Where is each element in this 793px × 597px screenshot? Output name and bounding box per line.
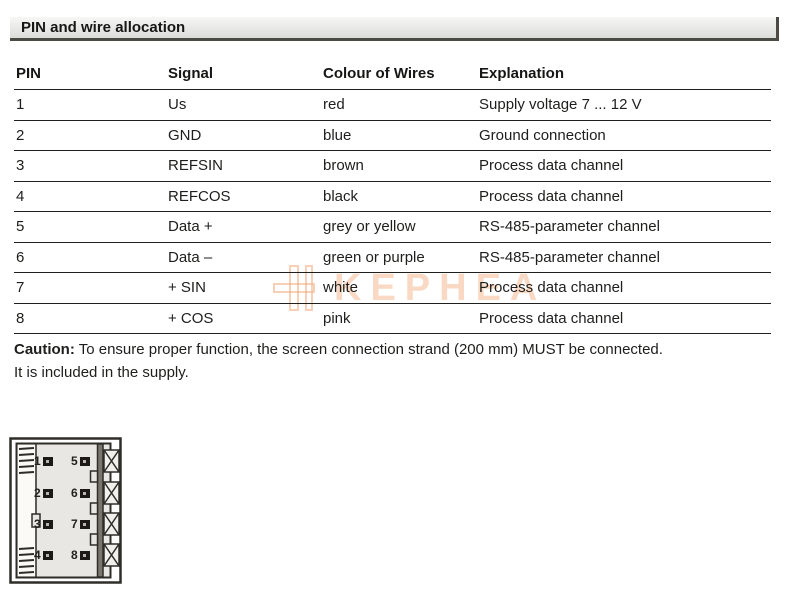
col-header-explanation: Explanation — [479, 65, 565, 82]
pin-number: 8 — [71, 548, 78, 562]
pin-contact-icon — [79, 488, 90, 498]
table-header-row: PIN Signal Colour of Wires Explanation — [14, 58, 771, 90]
col-header-colour: Colour of Wires — [323, 65, 435, 82]
cell-pin: 2 — [16, 126, 25, 144]
cell-signal: Data + — [168, 218, 213, 236]
cell-colour: blue — [323, 126, 352, 144]
connector-frame — [9, 437, 122, 584]
caution-note: Caution: To ensure proper function, the … — [14, 338, 784, 384]
cell-explanation: Process data channel — [479, 279, 624, 297]
table-row: 5 Data + grey or yellow RS-485-parameter… — [14, 212, 771, 243]
cell-signal: Data – — [168, 248, 213, 266]
cell-explanation: Supply voltage 7 ... 12 V — [479, 96, 642, 114]
table-row: 7 + SIN white Process data channel — [14, 273, 771, 304]
caution-line-2: It is included in the supply. — [14, 364, 189, 381]
cell-pin: 1 — [16, 96, 25, 114]
table-row: 3 REFSIN brown Process data channel — [14, 151, 771, 182]
cell-pin: 4 — [16, 187, 25, 205]
cell-colour: grey or yellow — [323, 218, 416, 236]
cell-colour: pink — [323, 309, 351, 327]
cell-explanation: Process data channel — [479, 157, 624, 175]
cell-explanation: RS-485-parameter channel — [479, 218, 660, 236]
connector-pin-7: 7 — [71, 517, 90, 531]
pin-contact-icon — [79, 456, 90, 466]
cell-colour: green or purple — [323, 248, 425, 266]
pin-number: 3 — [34, 517, 41, 531]
pin-allocation-table: PIN Signal Colour of Wires Explanation 1… — [14, 58, 771, 334]
table-row: 8 + COS pink Process data channel — [14, 304, 771, 334]
connector-pin-8: 8 — [71, 548, 90, 562]
cell-colour: brown — [323, 157, 364, 175]
cell-pin: 6 — [16, 248, 25, 266]
pin-contact-icon — [42, 550, 53, 560]
connector-pin-4: 4 — [34, 548, 53, 562]
cell-explanation: Process data channel — [479, 187, 624, 205]
cell-signal: REFCOS — [168, 187, 231, 205]
connector-pin-3: 3 — [34, 517, 53, 531]
cell-explanation: RS-485-parameter channel — [479, 248, 660, 266]
pin-number: 2 — [34, 486, 41, 500]
pin-number: 6 — [71, 486, 78, 500]
connector-pin-5: 5 — [71, 454, 90, 468]
cell-pin: 7 — [16, 279, 25, 297]
cell-pin: 3 — [16, 157, 25, 175]
pin-contact-icon — [79, 519, 90, 529]
cell-colour: black — [323, 187, 359, 205]
section-title-bar: PIN and wire allocation — [10, 17, 779, 41]
table-row: 1 Us red Supply voltage 7 ... 12 V — [14, 90, 771, 121]
table-row: 4 REFCOS black Process data channel — [14, 182, 771, 212]
table-row: 2 GND blue Ground connection — [14, 121, 771, 151]
connector-diagram: 1 2 3 4 5 6 7 8 — [8, 436, 123, 586]
cell-signal: + COS — [168, 309, 214, 327]
pin-number: 7 — [71, 517, 78, 531]
connector-pin-1: 1 — [34, 454, 53, 468]
pin-contact-icon — [79, 550, 90, 560]
page-title: PIN and wire allocation — [21, 19, 186, 36]
cell-signal: Us — [168, 96, 187, 114]
cell-pin: 8 — [16, 309, 25, 327]
cell-colour: red — [323, 96, 345, 114]
pin-number: 5 — [71, 454, 78, 468]
connector-pin-6: 6 — [71, 486, 90, 500]
col-header-pin: PIN — [16, 65, 42, 82]
caution-text-1: To ensure proper function, the screen co… — [74, 341, 663, 358]
table-row: 6 Data – green or purple RS-485-paramete… — [14, 243, 771, 273]
caution-label: Caution: — [14, 341, 75, 358]
col-header-signal: Signal — [168, 65, 214, 82]
pin-number: 1 — [34, 454, 41, 468]
cell-pin: 5 — [16, 218, 25, 236]
cell-explanation: Process data channel — [479, 309, 624, 327]
connector-pin-2: 2 — [34, 486, 53, 500]
cell-explanation: Ground connection — [479, 126, 606, 144]
pin-contact-icon — [42, 488, 53, 498]
cell-colour: white — [323, 279, 359, 297]
pin-contact-icon — [42, 519, 53, 529]
cell-signal: + SIN — [168, 279, 206, 297]
pin-number: 4 — [34, 548, 41, 562]
cell-signal: GND — [168, 126, 202, 144]
cell-signal: REFSIN — [168, 157, 224, 175]
pin-contact-icon — [42, 456, 53, 466]
caution-line-1: Caution: To ensure proper function, the … — [14, 338, 784, 361]
